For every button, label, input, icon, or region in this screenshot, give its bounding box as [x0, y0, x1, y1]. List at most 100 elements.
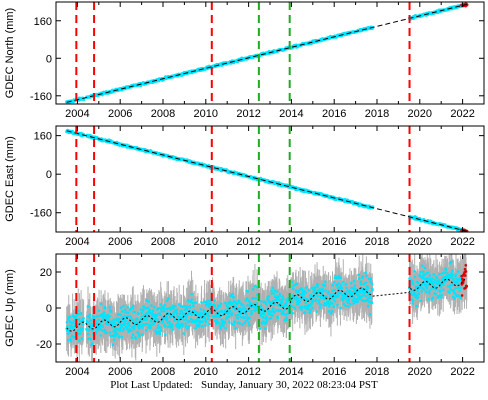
data-point — [244, 315, 247, 319]
data-point — [273, 311, 276, 314]
data-point — [270, 289, 273, 293]
data-point — [126, 311, 130, 315]
y-tick-label: -160 — [30, 208, 52, 220]
data-point — [159, 329, 163, 332]
data-point — [217, 321, 221, 325]
data-point — [66, 324, 69, 328]
data-point — [201, 320, 204, 323]
data-point — [262, 320, 265, 323]
data-point — [174, 319, 177, 323]
data-point — [238, 321, 242, 325]
data-point — [99, 302, 103, 306]
data-point — [286, 296, 290, 300]
data-point — [166, 325, 170, 329]
data-point — [108, 331, 112, 334]
data-point — [177, 302, 181, 306]
data-point — [202, 309, 206, 312]
panel-frame — [55, 125, 485, 233]
data-point — [185, 308, 189, 312]
data-point — [67, 329, 71, 333]
data-point — [244, 299, 248, 302]
data-point — [232, 295, 235, 299]
data-point — [105, 331, 109, 334]
data-point — [171, 307, 175, 310]
data-point — [172, 313, 175, 316]
data-point — [273, 289, 277, 292]
data-point — [131, 304, 135, 308]
data-point — [160, 310, 163, 313]
x-tick-label: 2004 — [65, 236, 89, 248]
data-point — [279, 309, 283, 312]
y-tick-label: 0 — [46, 169, 52, 181]
data-point — [129, 307, 132, 311]
data-point — [241, 303, 245, 307]
data-point — [94, 330, 98, 333]
data-point — [233, 320, 237, 324]
data-point — [182, 318, 186, 322]
panel-2: 2004 2006 2008 2010 2012 2014 2016 2018 2020 2022… — [4, 125, 485, 248]
data-point — [87, 320, 91, 324]
data-point — [165, 314, 168, 317]
data-point — [79, 312, 83, 315]
data-point — [173, 304, 177, 308]
data-point — [207, 305, 211, 309]
data-point — [118, 317, 121, 321]
data-point — [236, 316, 240, 320]
x-tick-label: 2022 — [450, 236, 474, 248]
data-point — [128, 323, 131, 327]
data-point — [221, 319, 225, 322]
trend-line — [66, 130, 468, 232]
data-point — [120, 325, 123, 328]
data-point — [155, 313, 159, 317]
data-point — [271, 286, 274, 290]
data-point — [190, 298, 194, 301]
data-point — [193, 310, 197, 313]
data-point — [165, 299, 169, 303]
data-point — [263, 300, 267, 304]
data-point — [86, 332, 90, 336]
x-tick-label: 2014 — [279, 108, 303, 120]
data-point — [126, 305, 130, 309]
data-point — [296, 297, 300, 301]
data-point — [73, 326, 76, 329]
data-point — [197, 324, 201, 328]
data-point — [77, 317, 81, 321]
data-point — [149, 325, 152, 328]
data-point — [159, 303, 162, 306]
data-point — [231, 302, 235, 306]
x-tick-label: 2010 — [194, 236, 218, 248]
data-point — [171, 328, 175, 331]
data-point — [162, 309, 166, 312]
data-point — [95, 321, 99, 325]
data-point — [87, 329, 91, 332]
data-point — [234, 308, 237, 312]
data-point — [297, 289, 300, 293]
data-point — [218, 315, 222, 319]
data-point — [148, 308, 151, 312]
data-point — [291, 280, 294, 284]
data-point — [67, 338, 70, 342]
data-point — [241, 323, 244, 326]
data-point — [101, 325, 104, 328]
data-point — [157, 324, 160, 327]
data-point — [103, 307, 107, 310]
data-point — [158, 313, 162, 316]
data-point — [134, 337, 138, 340]
data-point — [200, 312, 204, 315]
data-point — [298, 300, 301, 303]
data-point — [109, 310, 113, 313]
data-point — [123, 308, 127, 312]
data-point — [189, 317, 193, 321]
data-point — [181, 322, 184, 326]
data-point — [265, 315, 268, 318]
data-point — [116, 327, 120, 331]
data-point — [79, 319, 82, 323]
data-point — [206, 311, 209, 315]
data-point — [300, 297, 303, 301]
data-point — [91, 342, 94, 345]
data-point — [114, 323, 118, 326]
x-tick-label: 2018 — [365, 108, 389, 120]
data-point — [239, 315, 243, 319]
data-point — [235, 302, 239, 305]
data-point — [67, 331, 71, 335]
